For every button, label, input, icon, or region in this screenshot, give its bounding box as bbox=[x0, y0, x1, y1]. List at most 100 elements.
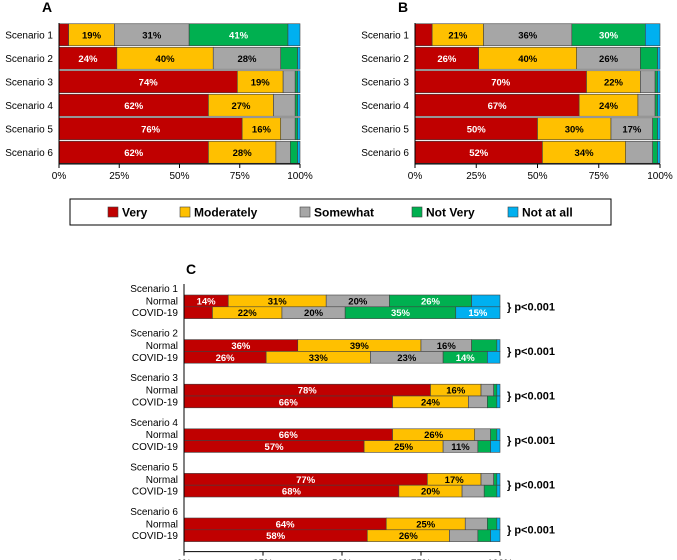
panel-b-row-1-not-at-all-segment bbox=[644, 23, 661, 47]
panel-c-group-2-normal-moderately-label: 39% bbox=[350, 341, 370, 352]
panel-c-scenario-label: Scenario 6 bbox=[130, 507, 178, 518]
panel-b-row-5-very-label: 50% bbox=[467, 124, 487, 135]
panel-a-category-label: Scenario 2 bbox=[5, 54, 53, 65]
panel-b-row-1-somewhat-label: 36% bbox=[518, 30, 538, 41]
panel-c-group-1-covid-19-moderately-label: 22% bbox=[238, 308, 258, 319]
panel-c-significance-label: } p<0.001 bbox=[507, 435, 555, 447]
panel-c-group-3-covid-19-very-label: 66% bbox=[279, 397, 299, 408]
panel-b-category-label: Scenario 6 bbox=[361, 148, 409, 159]
panel-c-group-1-covid-19-not-at-all-label: 15% bbox=[468, 308, 488, 319]
panel-a-row-6: Scenario 6 62% 28% bbox=[5, 140, 301, 164]
panel-c-group-1-normal-not-at-all-segment bbox=[471, 294, 501, 308]
panel-b-row-3-somewhat-segment bbox=[640, 70, 656, 94]
panel-c-group-6-normal-not-very-segment bbox=[487, 517, 498, 531]
panel-b-row-6-moderately-label: 34% bbox=[575, 148, 595, 159]
panel-c-group-6-normal-moderately-label: 25% bbox=[416, 519, 436, 530]
panel-c-group-5-covid-19-somewhat-segment bbox=[461, 484, 485, 498]
panel-a-row-5: Scenario 5 76% 16% bbox=[5, 117, 301, 141]
panel-a-row-6-not-at-all-segment bbox=[297, 140, 301, 164]
legend-very-swatch bbox=[107, 206, 119, 218]
panel-a-row-2-very-label: 24% bbox=[78, 54, 98, 65]
panel-c-group-6-covid-19-not-very-segment bbox=[477, 529, 491, 542]
panel-c-group-2-covid-19-not-very-label: 14% bbox=[456, 353, 476, 364]
panel-c-group-6-normal-label: Normal bbox=[146, 519, 178, 530]
legend-somewhat-swatch bbox=[299, 206, 311, 218]
panel-c-group-3-normal-label: Normal bbox=[146, 386, 178, 397]
panel-c-group-6-covid-19-label: COVID-19 bbox=[132, 531, 179, 542]
panel-c-group-2-normal-somewhat-label: 16% bbox=[437, 341, 457, 352]
panel-b-row-3: Scenario 3 70% 22% bbox=[361, 70, 661, 94]
panel-b-letter: B bbox=[398, 0, 408, 15]
panel-c-significance-label: } p<0.001 bbox=[507, 301, 555, 313]
panel-a-row-4-moderately-label: 27% bbox=[231, 101, 251, 112]
panel-c-group-6-covid-19-somewhat-segment bbox=[449, 529, 479, 542]
panel-c-group-4-normal-not-at-all-segment bbox=[496, 428, 501, 441]
panel-b-row-2: Scenario 2 26% 40% 26% bbox=[361, 46, 661, 70]
panel-c-group-4-normal-very-label: 66% bbox=[279, 430, 299, 441]
panel-b-row-1-not-very-label: 30% bbox=[599, 30, 619, 41]
panel-a-letter: A bbox=[42, 0, 52, 15]
panel-c-group-1-normal-label: Normal bbox=[146, 296, 178, 307]
panel-c-group-1-covid-19-not-very-label: 35% bbox=[391, 308, 411, 319]
panel-c-group-5-covid-19-very-label: 68% bbox=[282, 487, 302, 498]
panel-a-row-3-somewhat-segment bbox=[282, 70, 296, 94]
panel-a-row-1-somewhat-label: 31% bbox=[142, 30, 162, 41]
panel-b-category-label: Scenario 5 bbox=[361, 124, 409, 135]
panel-a-row-5-not-very-segment bbox=[294, 117, 298, 141]
panel-b-row-5-not-at-all-segment bbox=[657, 117, 661, 141]
panel-c-group-2-normal-not-at-all-segment bbox=[496, 339, 501, 352]
panel-a-row-1-not-at-all-segment bbox=[287, 23, 301, 47]
panel-c-scenario-label: Scenario 1 bbox=[130, 284, 178, 295]
panel-c-significance-label: } p<0.001 bbox=[507, 480, 555, 492]
panel-c-letter: C bbox=[186, 261, 196, 277]
panel-b-row-1-moderately-label: 21% bbox=[448, 30, 468, 41]
legend-not-very-label: Not Very bbox=[426, 206, 475, 220]
legend-box bbox=[69, 198, 612, 226]
panel-b-row-3-very-label: 70% bbox=[491, 77, 511, 88]
legend-very-label: Very bbox=[122, 206, 148, 220]
panel-c-group-5-covid-19-moderately-label: 20% bbox=[421, 487, 441, 498]
panel-c-group-3-covid-19-not-very-segment bbox=[487, 395, 498, 409]
panel-c-tick-label-3: 75% bbox=[411, 559, 431, 560]
panel-c-group-2-covid-19-label: COVID-19 bbox=[132, 353, 179, 364]
panel-c-group-6-covid-19-moderately-label: 26% bbox=[399, 531, 419, 542]
panel-a-row-6-not-very-segment bbox=[290, 140, 298, 164]
panel-b-row-3-not-at-all-segment bbox=[657, 70, 661, 94]
panel-b-row-6-not-at-all-segment bbox=[657, 140, 661, 164]
panel-c-group-5-covid-19-not-very-segment bbox=[483, 484, 498, 498]
panel-a-category-label: Scenario 1 bbox=[5, 30, 53, 41]
panel-c-scenario-label: Scenario 3 bbox=[130, 373, 178, 384]
panel-c-group-5: Scenario 5 Normal 77% 17% COVID-19 68% 20%} p<… bbox=[130, 462, 555, 497]
panel-b-row-4-moderately-label: 24% bbox=[599, 101, 619, 112]
panel-c-group-1-covid-19-somewhat-label: 20% bbox=[304, 308, 324, 319]
panel-b-row-4-not-very-segment bbox=[654, 93, 658, 117]
panel-c-group-4-normal-not-very-segment bbox=[490, 428, 498, 441]
panel-c-group-2-normal-not-very-segment bbox=[471, 339, 498, 352]
panel-a-tick-label-1: 25% bbox=[109, 171, 129, 182]
panel-a-row-2-moderately-label: 40% bbox=[156, 54, 176, 65]
panel-c-significance-label: } p<0.001 bbox=[507, 391, 555, 403]
panel-a-row-2: Scenario 2 24% 40% 28% bbox=[5, 46, 301, 70]
panel-a-row-3-moderately-label: 19% bbox=[251, 77, 271, 88]
panel-c-group-3: Scenario 3 Normal 78% 16% COVID-19 66% 24%} p<… bbox=[130, 373, 555, 408]
panel-c-significance-label: } p<0.001 bbox=[507, 524, 555, 536]
panel-a-x-axis: 0% 25% 50% 75% 100% bbox=[52, 23, 313, 182]
panel-c-scenario-label: Scenario 2 bbox=[130, 329, 178, 340]
panel-b-row-4-somewhat-segment bbox=[637, 93, 656, 117]
panel-b-row-5-not-very-segment bbox=[652, 117, 658, 141]
panel-a-row-5-very-label: 76% bbox=[141, 124, 161, 135]
panel-c-group-6-normal-somewhat-segment bbox=[464, 517, 488, 531]
panel-b-tick-label-2: 50% bbox=[527, 171, 547, 182]
panel-b-row-1-very-segment bbox=[414, 23, 433, 47]
panel-c-group-3-normal-not-at-all-segment bbox=[496, 383, 501, 397]
panel-a-row-2-not-very-segment bbox=[280, 46, 298, 70]
panel-b-category-label: Scenario 3 bbox=[361, 77, 409, 88]
panel-b-row-5-moderately-label: 30% bbox=[565, 124, 585, 135]
panel-c-scenario-label: Scenario 4 bbox=[130, 418, 178, 429]
panel-c-group-5-normal-not-very-segment bbox=[493, 473, 498, 486]
